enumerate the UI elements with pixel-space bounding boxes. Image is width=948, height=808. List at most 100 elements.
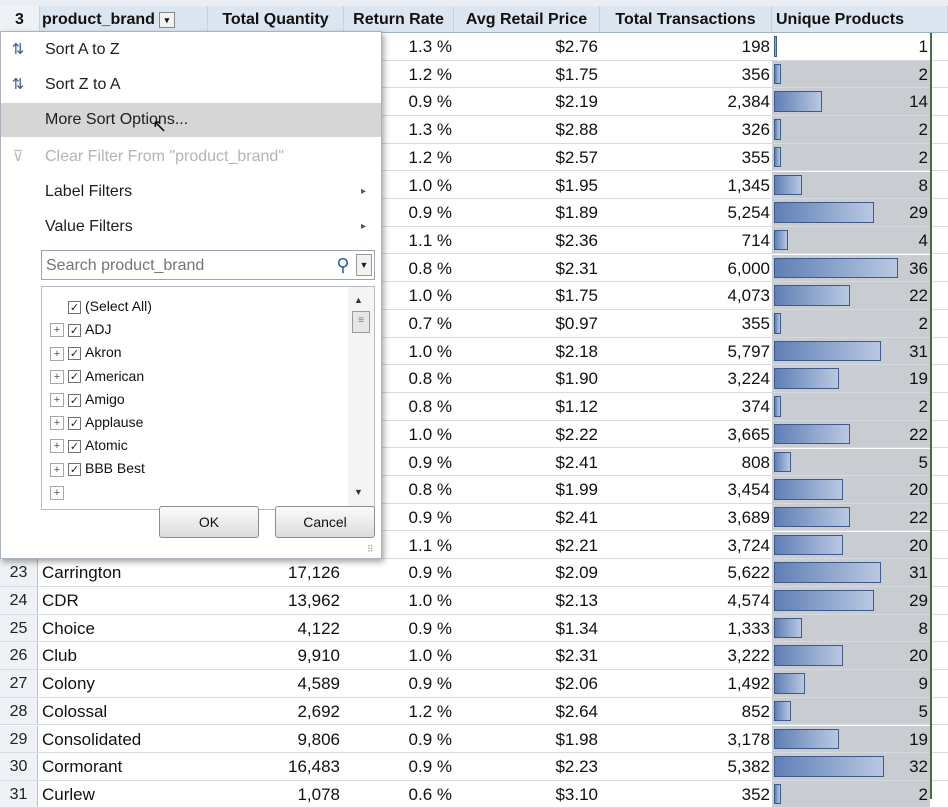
return-rate-cell[interactable]: 0.9 % (408, 757, 452, 777)
total-transactions-cell[interactable]: 326 (741, 120, 770, 140)
return-rate-cell[interactable]: 0.9 % (408, 452, 452, 472)
total-transactions-cell[interactable]: 4,073 (727, 286, 770, 306)
total-transactions-cell[interactable]: 198 (741, 37, 770, 56)
brand-cell[interactable]: Consolidated (42, 729, 142, 749)
brand-cell[interactable]: Colossal (42, 701, 108, 721)
total-quantity-cell[interactable]: 17,126 (288, 563, 340, 583)
row-number[interactable]: 31 (0, 780, 38, 808)
avg-retail-price-cell[interactable]: $1.12 (555, 397, 598, 417)
unique-products-cell[interactable]: 22 (772, 503, 930, 531)
total-quantity-cell[interactable]: 16,483 (288, 757, 340, 777)
list-item[interactable]: + ✓ Amigo (50, 388, 125, 411)
total-transactions-cell[interactable]: 3,454 (727, 480, 770, 500)
avg-retail-price-cell[interactable]: $1.75 (555, 286, 598, 306)
menu-item-value-filters[interactable]: Value Filters ▸ (1, 210, 381, 244)
expand-icon[interactable]: + (50, 369, 64, 384)
return-rate-cell[interactable]: 0.9 % (408, 618, 452, 638)
total-transactions-cell[interactable]: 356 (741, 64, 770, 84)
unique-products-cell[interactable]: 22 (772, 420, 930, 448)
total-transactions-cell[interactable]: 1,345 (727, 175, 770, 195)
scroll-down-arrow-icon[interactable]: ▼ (354, 487, 363, 497)
return-rate-cell[interactable]: 1.0 % (408, 646, 452, 666)
unique-products-cell[interactable]: 2 (772, 143, 930, 171)
menu-item-more-sort-options[interactable]: More Sort Options... (1, 103, 381, 137)
avg-retail-price-cell[interactable]: $2.88 (555, 120, 598, 140)
row-number[interactable]: 26 (0, 642, 38, 669)
total-transactions-cell[interactable]: 714 (741, 230, 770, 250)
return-rate-cell[interactable]: 0.8 % (408, 369, 452, 389)
unique-products-cell[interactable]: 8 (772, 614, 930, 642)
total-transactions-cell[interactable]: 1,492 (727, 674, 770, 694)
return-rate-cell[interactable]: 1.2 % (408, 147, 452, 167)
unique-products-cell[interactable]: 4 (772, 226, 930, 254)
return-rate-cell[interactable]: 0.9 % (408, 563, 452, 583)
unique-products-cell[interactable]: 2 (772, 393, 930, 420)
total-quantity-cell[interactable]: 2,692 (297, 701, 340, 721)
total-transactions-cell[interactable]: 352 (741, 784, 770, 804)
unique-products-cell[interactable]: 32 (772, 753, 930, 780)
unique-products-cell[interactable]: 2 (772, 780, 930, 808)
list-scrollbar[interactable]: ▲ ≡ ▼ (348, 287, 374, 509)
list-item[interactable]: + ✓ BBB Best (50, 457, 145, 480)
list-item[interactable]: + ✓ American (50, 365, 144, 388)
unique-products-cell[interactable]: 19 (772, 365, 930, 392)
avg-retail-price-cell[interactable]: $2.21 (555, 535, 598, 555)
unique-products-cell[interactable]: 5 (772, 697, 930, 725)
checkbox[interactable]: ✓ (68, 370, 81, 384)
return-rate-cell[interactable]: 0.9 % (408, 203, 452, 223)
brand-cell[interactable]: Cormorant (42, 757, 123, 777)
unique-products-cell[interactable]: 19 (772, 725, 930, 753)
total-quantity-cell[interactable]: 13,962 (288, 591, 340, 610)
expand-icon[interactable]: + (50, 439, 64, 454)
avg-retail-price-cell[interactable]: $1.95 (555, 175, 598, 195)
avg-retail-price-cell[interactable]: $2.23 (555, 757, 598, 777)
expand-icon[interactable]: + (50, 416, 64, 431)
total-transactions-cell[interactable]: 5,622 (727, 563, 770, 583)
menu-item-sort-z-to-a[interactable]: ⇅ Sort Z to A (1, 68, 381, 102)
row-number[interactable]: 24 (0, 587, 38, 614)
return-rate-cell[interactable]: 1.1 % (408, 230, 452, 250)
expand-icon[interactable]: + (50, 462, 64, 477)
return-rate-cell[interactable]: 0.8 % (408, 397, 452, 417)
total-quantity-cell[interactable]: 9,806 (297, 729, 340, 749)
unique-products-cell[interactable]: 29 (772, 199, 930, 226)
avg-retail-price-cell[interactable]: $2.09 (555, 563, 598, 583)
unique-products-cell[interactable]: 36 (772, 254, 930, 282)
list-item-select-all[interactable]: ✓ (Select All) (68, 295, 152, 318)
avg-retail-price-cell[interactable]: $2.41 (555, 507, 598, 527)
unique-products-cell[interactable]: 8 (772, 171, 930, 199)
row-number[interactable]: 30 (0, 753, 38, 780)
search-icon[interactable]: ⚲ (336, 255, 350, 275)
total-transactions-cell[interactable]: 5,797 (727, 341, 770, 361)
return-rate-cell[interactable]: 0.8 % (408, 480, 452, 500)
return-rate-cell[interactable]: 0.7 % (408, 314, 452, 333)
brand-cell[interactable]: Colony (42, 674, 95, 694)
search-input[interactable] (44, 253, 328, 279)
checkbox[interactable]: ✓ (68, 416, 81, 430)
avg-retail-price-cell[interactable]: $2.06 (555, 674, 598, 694)
return-rate-cell[interactable]: 0.6 % (408, 784, 452, 804)
total-transactions-cell[interactable]: 355 (741, 147, 770, 167)
total-transactions-cell[interactable]: 1,333 (727, 618, 770, 638)
return-rate-cell[interactable]: 0.9 % (408, 92, 452, 112)
avg-retail-price-cell[interactable]: $1.99 (555, 480, 598, 500)
avg-retail-price-cell[interactable]: $2.31 (555, 646, 598, 666)
menu-item-label-filters[interactable]: Label Filters ▸ (1, 175, 381, 209)
avg-retail-price-cell[interactable]: $1.89 (555, 203, 598, 223)
unique-products-cell[interactable]: 9 (772, 670, 930, 697)
unique-products-cell[interactable]: 29 (772, 587, 930, 614)
total-transactions-cell[interactable]: 3,222 (727, 646, 770, 666)
avg-retail-price-cell[interactable]: $2.31 (555, 258, 598, 278)
return-rate-cell[interactable]: 0.9 % (408, 507, 452, 527)
unique-products-cell[interactable]: 20 (772, 531, 930, 559)
total-transactions-cell[interactable]: 5,382 (727, 757, 770, 777)
brand-cell[interactable]: Carrington (42, 563, 122, 583)
avg-retail-price-cell[interactable]: $3.10 (555, 784, 598, 804)
expand-icon[interactable]: + (50, 346, 64, 361)
avg-retail-price-cell[interactable]: $2.19 (555, 92, 598, 112)
cancel-button[interactable]: Cancel (275, 506, 375, 538)
return-rate-cell[interactable]: 0.8 % (408, 258, 452, 278)
avg-retail-price-cell[interactable]: $1.90 (555, 369, 598, 389)
ok-button[interactable]: OK (159, 506, 259, 538)
avg-retail-price-cell[interactable]: $1.98 (555, 729, 598, 749)
